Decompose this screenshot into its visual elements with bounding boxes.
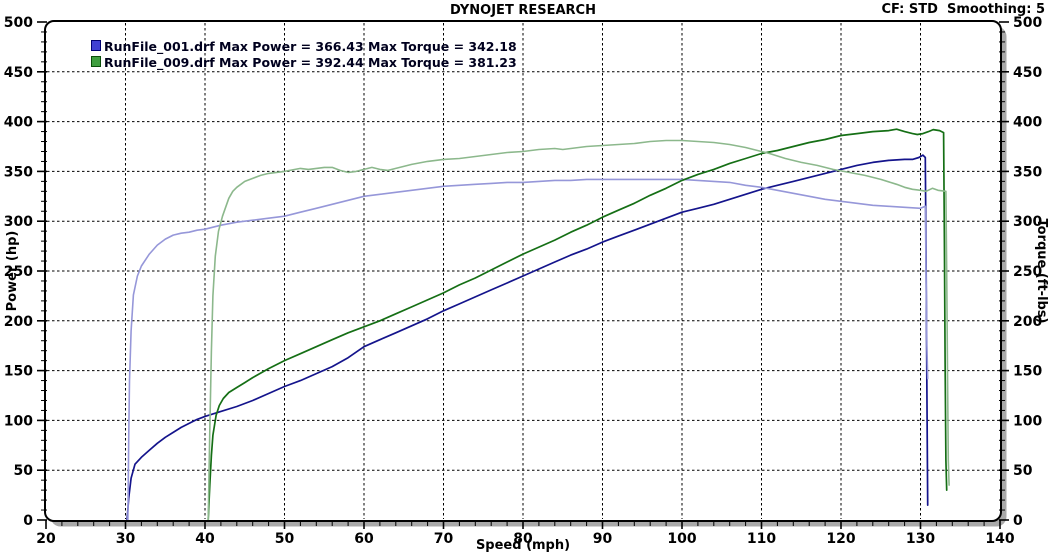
x-tick-label: 110 — [747, 531, 776, 547]
legend-swatch-runfile-001 — [91, 40, 101, 51]
y-left-tick-label: 250 — [4, 264, 33, 280]
y-right-tick-label: 50 — [1013, 463, 1033, 479]
curve-runfile-009-power-hp- — [207, 128, 948, 520]
legend-label-torque-009: Max Torque = 381.23 — [368, 55, 517, 70]
x-tick-label: 130 — [906, 531, 935, 547]
x-tick-label: 90 — [593, 531, 613, 547]
y-right-tick-label: 500 — [1013, 15, 1042, 31]
curves — [126, 128, 950, 520]
x-tick-label: 30 — [116, 531, 136, 547]
x-tick-label: 20 — [36, 531, 56, 547]
y-left-tick-label: 200 — [4, 314, 33, 330]
y-left-tick-label: 300 — [4, 214, 33, 230]
y-left-tick-label: 350 — [4, 164, 33, 180]
y-right-tick-label: 100 — [1013, 413, 1042, 429]
y-right-tick-label: 250 — [1013, 264, 1042, 280]
y-left-tick-label: 150 — [4, 364, 33, 380]
x-tick-label: 70 — [434, 531, 454, 547]
curve-runfile-009-torque-ft-lbs- — [207, 139, 950, 520]
legend-label-torque-001: Max Torque = 342.18 — [368, 39, 517, 54]
y-left-tick-label: 400 — [4, 115, 33, 131]
curve-runfile-001-power-hp- — [126, 154, 929, 520]
curve-runfile-001-torque-ft-lbs- — [127, 178, 929, 520]
legend-label-power-001: RunFile_001.drf Max Power = 366.43 — [104, 39, 364, 54]
left-axis-title: Power (hp) — [5, 230, 20, 312]
legend-swatch-runfile-009 — [91, 56, 101, 67]
y-right-tick-label: 350 — [1013, 164, 1042, 180]
right-axis-title: Torque (ft-lbs) — [1034, 218, 1049, 324]
y-left-tick-label: 500 — [4, 15, 33, 31]
y-right-tick-label: 300 — [1013, 214, 1042, 230]
correction-smoothing-label: CF: STD Smoothing: 5 — [881, 2, 1045, 17]
y-gridlines — [47, 71, 999, 471]
x-tick-label: 80 — [513, 531, 533, 547]
tick-labels: 20 30 40 50 60 70 80 90 100 110 120 130 140 0 50 100 150… — [4, 15, 1043, 547]
y-left-tick-label: 50 — [14, 463, 34, 479]
x-tick-label: 40 — [195, 531, 215, 547]
x-tick-label: 140 — [985, 531, 1014, 547]
x-tick-label: 100 — [667, 531, 696, 547]
y-right-tick-label: 450 — [1013, 65, 1042, 81]
x-tick-label: 120 — [826, 531, 855, 547]
chart-title: DYNOJET RESEARCH — [450, 3, 596, 18]
bottom-axis-title: Speed (mph) — [475, 538, 571, 553]
x-tick-label: 50 — [275, 531, 295, 547]
y-left-tick-label: 100 — [4, 413, 33, 429]
y-left-tick-label: 0 — [23, 513, 33, 529]
y-right-tick-label: 150 — [1013, 364, 1042, 380]
y-left-tick-label: 450 — [4, 65, 33, 81]
y-right-tick-label: 0 — [1013, 513, 1023, 529]
y-right-tick-label: 400 — [1013, 115, 1042, 131]
legend-label-power-009: RunFile_009.drf Max Power = 392.44 — [104, 55, 364, 70]
x-tick-label: 60 — [354, 531, 374, 547]
y-right-tick-label: 200 — [1013, 314, 1042, 330]
axis-ticks — [37, 21, 1009, 529]
